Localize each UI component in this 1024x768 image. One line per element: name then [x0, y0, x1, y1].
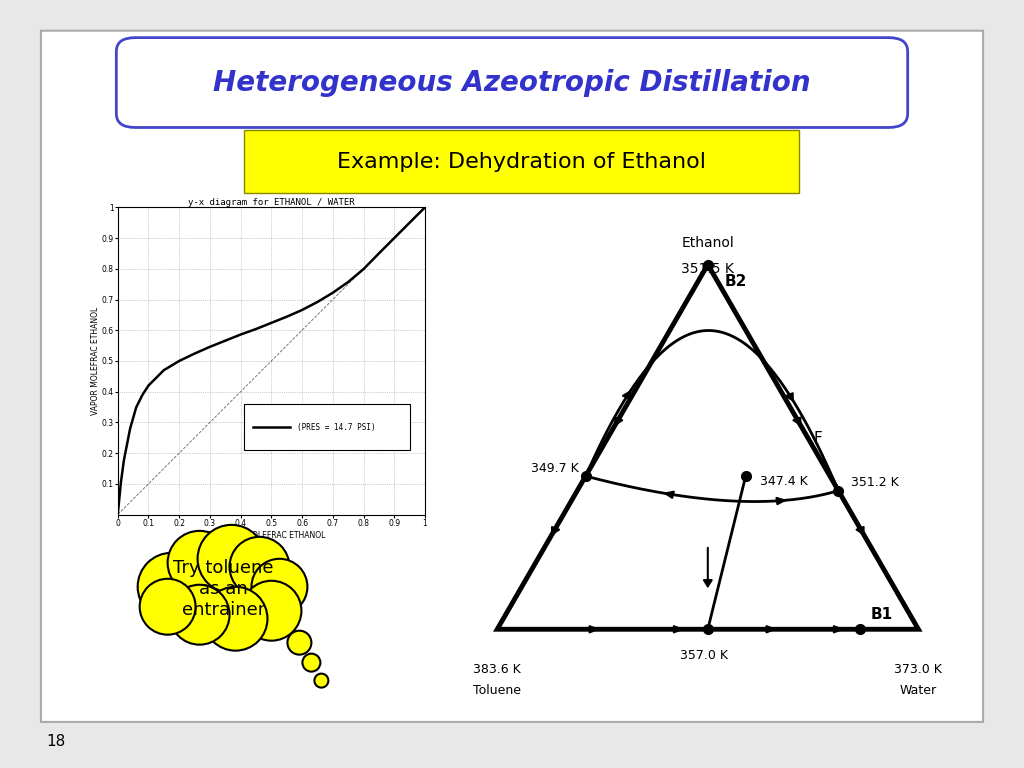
Circle shape [198, 525, 265, 593]
Circle shape [288, 631, 311, 654]
X-axis label: LIQUID MOLEFRAC ETHANOL: LIQUID MOLEFRAC ETHANOL [217, 531, 326, 539]
Circle shape [229, 537, 290, 597]
FancyBboxPatch shape [117, 38, 907, 127]
Circle shape [170, 584, 229, 644]
Circle shape [204, 587, 267, 650]
Circle shape [168, 531, 231, 594]
FancyBboxPatch shape [41, 31, 983, 722]
Text: 349.7 K: 349.7 K [530, 462, 579, 475]
Circle shape [302, 654, 321, 671]
Text: 347.4 K: 347.4 K [761, 475, 808, 488]
Text: Ethanol: Ethanol [681, 236, 734, 250]
Text: 351.5 K: 351.5 K [681, 263, 734, 276]
Y-axis label: VAPOR MOLEFRAC ETHANOL: VAPOR MOLEFRAC ETHANOL [91, 307, 100, 415]
Text: 18: 18 [46, 733, 66, 749]
FancyBboxPatch shape [244, 130, 800, 194]
Text: Heterogeneous Azeotropic Distillation: Heterogeneous Azeotropic Distillation [213, 68, 811, 97]
Text: 373.0 K: 373.0 K [894, 663, 942, 676]
Text: Try toluene
as an
entrainer: Try toluene as an entrainer [173, 559, 273, 618]
Text: B1: B1 [870, 607, 893, 622]
Title: y-x diagram for ETHANOL / WATER: y-x diagram for ETHANOL / WATER [188, 197, 354, 207]
Circle shape [242, 581, 301, 641]
Text: Water: Water [900, 684, 937, 697]
Text: B2: B2 [725, 273, 748, 289]
Text: 351.2 K: 351.2 K [851, 476, 899, 489]
Circle shape [139, 579, 196, 634]
FancyBboxPatch shape [244, 404, 410, 450]
Circle shape [137, 553, 206, 621]
Circle shape [252, 559, 307, 614]
Text: Toluene: Toluene [473, 684, 521, 697]
Circle shape [314, 674, 329, 687]
Text: 383.6 K: 383.6 K [473, 663, 521, 676]
Text: Example: Dehydration of Ethanol: Example: Dehydration of Ethanol [337, 152, 706, 172]
Text: 357.0 K: 357.0 K [680, 649, 728, 662]
Text: F: F [813, 431, 822, 445]
Text: (PRES = 14.7 PSI): (PRES = 14.7 PSI) [297, 422, 376, 432]
